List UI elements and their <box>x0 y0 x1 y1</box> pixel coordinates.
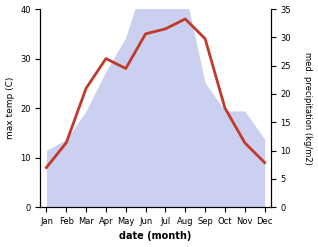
X-axis label: date (month): date (month) <box>119 231 192 242</box>
Y-axis label: med. precipitation (kg/m2): med. precipitation (kg/m2) <box>303 52 313 165</box>
Y-axis label: max temp (C): max temp (C) <box>5 77 15 139</box>
